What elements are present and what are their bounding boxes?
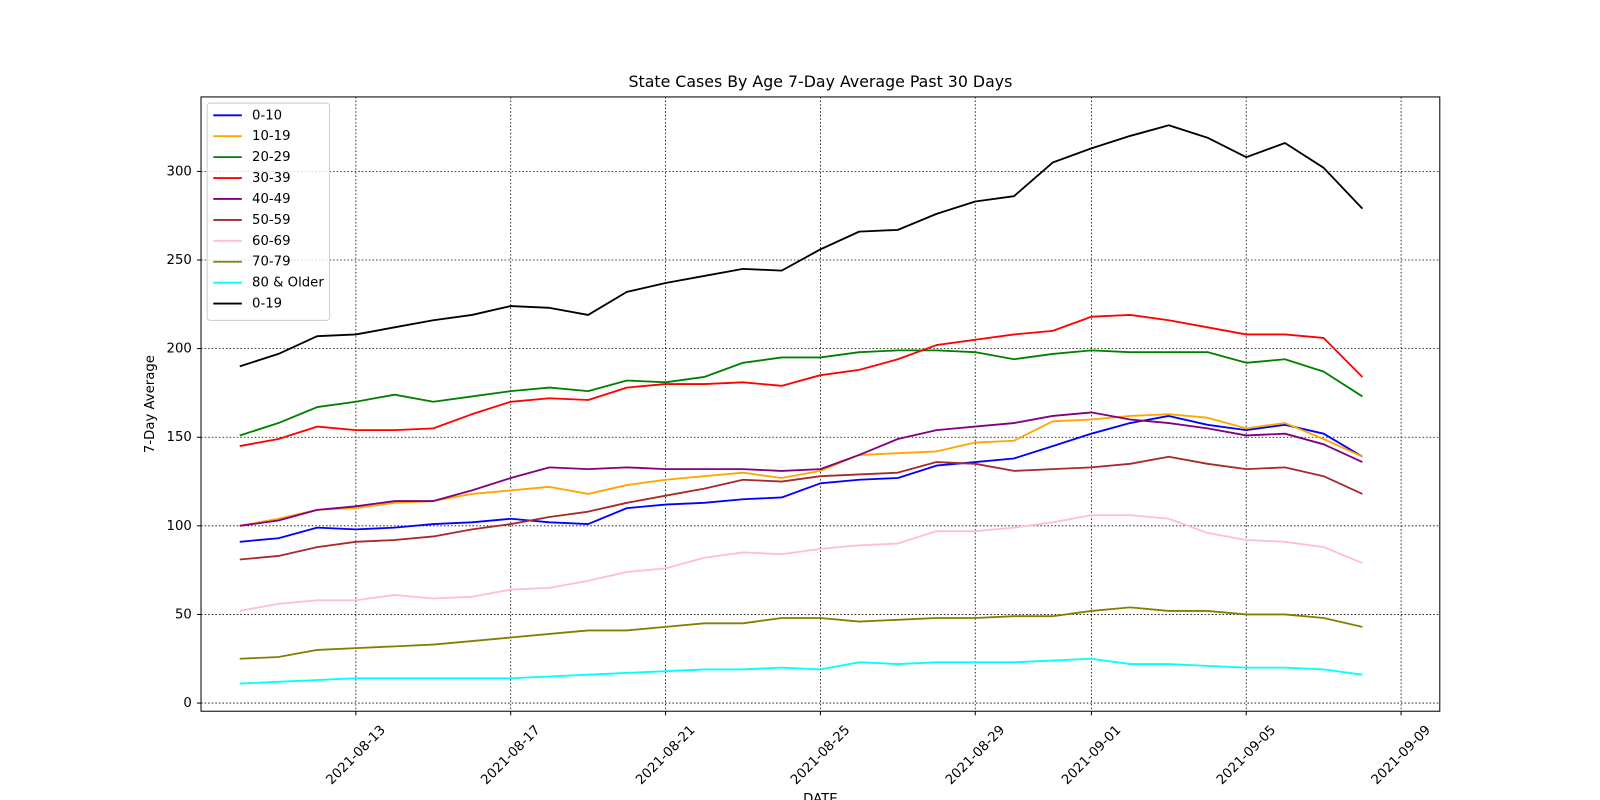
y-tick-label: 150 — [167, 430, 192, 445]
legend-label: 70-79 — [252, 255, 291, 270]
series-line — [239, 124, 1364, 368]
legend-label: 30-39 — [252, 171, 291, 186]
series-line — [239, 455, 1363, 561]
x-tick-label: 2021-09-01 — [1059, 723, 1124, 788]
x-tick-label: 2021-09-09 — [1369, 723, 1434, 788]
legend-label: 0-10 — [252, 108, 282, 123]
series-line — [239, 657, 1363, 685]
y-tick-label: 50 — [175, 607, 192, 622]
series-line — [239, 606, 1363, 660]
x-axis-label: DATE — [803, 792, 837, 800]
legend-label: 20-29 — [252, 150, 291, 165]
x-tick-label: 2021-08-21 — [633, 723, 698, 788]
y-tick-label: 250 — [167, 253, 192, 268]
x-tick-label: 2021-08-13 — [324, 723, 389, 788]
y-tick-label: 100 — [167, 519, 192, 534]
y-axis-label: 7-Day Average — [143, 355, 158, 453]
y-tick-label: 200 — [167, 342, 192, 357]
legend-label: 40-49 — [252, 192, 291, 207]
series-line — [239, 314, 1364, 447]
x-tick-label: 2021-08-29 — [943, 723, 1008, 788]
series-line — [239, 415, 1363, 543]
x-tick-label: 2021-08-17 — [479, 723, 544, 788]
x-tick-label: 2021-08-25 — [788, 723, 853, 788]
legend-label: 80 & Older — [252, 276, 324, 291]
legend-label: 0-19 — [252, 297, 282, 312]
x-tick-label: 2021-09-05 — [1214, 723, 1279, 788]
y-tick-label: 0 — [183, 696, 191, 711]
legend: 0-10 10-19 20-29 30-39 40-49 50-59 60-69 70-79 8… — [206, 102, 331, 321]
legend-label: 50-59 — [252, 213, 291, 228]
legend-label: 10-19 — [252, 129, 291, 144]
y-tick-label: 300 — [167, 164, 192, 179]
series-line — [239, 514, 1363, 612]
legend-label: 60-69 — [252, 234, 291, 249]
plot-frame — [200, 96, 1441, 712]
chart-title: State Cases By Age 7-Day Average Past 30… — [628, 72, 1012, 91]
series-line — [239, 349, 1363, 437]
series-line — [239, 411, 1363, 527]
